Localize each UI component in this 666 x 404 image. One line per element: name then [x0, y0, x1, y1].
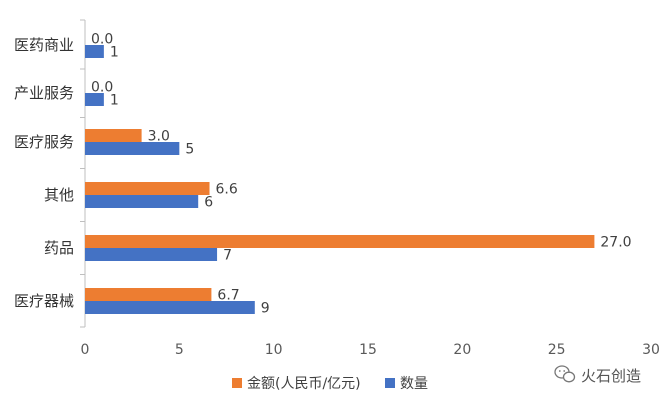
legend-label: 数量: [400, 376, 428, 392]
data-label: 6.6: [216, 182, 238, 198]
x-tick-label: 30: [642, 342, 660, 358]
x-tick-label: 0: [81, 342, 90, 358]
category-label: 药品: [44, 239, 74, 257]
x-tick-label: 15: [359, 342, 377, 358]
category-label: 产业服务: [14, 84, 74, 102]
legend: 金额(人民币/亿元) 数量: [232, 376, 428, 392]
bar-count: [85, 142, 180, 155]
watermark: 火石创造: [554, 365, 641, 385]
legend-swatch: [385, 378, 395, 388]
legend-label: 金额(人民币/亿元): [247, 376, 361, 392]
x-tick-label: 25: [548, 342, 566, 358]
data-label: 27.0: [600, 235, 631, 251]
data-label: 9: [261, 301, 270, 317]
category-label: 其他: [44, 186, 74, 204]
category-label: 医疗器械: [14, 292, 74, 310]
category-label: 医疗服务: [14, 133, 74, 151]
data-label: 1: [110, 45, 119, 61]
watermark-text: 火石创造: [581, 367, 641, 385]
data-label: 6.7: [217, 288, 239, 304]
data-label: 3.0: [148, 129, 170, 145]
x-tick-label: 10: [265, 342, 283, 358]
bar-amount: [85, 182, 210, 195]
x-tick-label: 5: [175, 342, 184, 358]
bar-count: [85, 195, 199, 208]
data-label: 0.0: [91, 32, 113, 48]
bar-amount: [85, 235, 595, 248]
x-tick-label: 20: [453, 342, 471, 358]
bar-count: [85, 93, 104, 106]
category-label: 医药商业: [14, 36, 74, 54]
data-label: 0.0: [91, 80, 113, 96]
wechat-icon: [554, 365, 576, 383]
data-label: 7: [223, 248, 232, 264]
data-label: 5: [185, 142, 194, 158]
bar-count: [85, 45, 104, 58]
bar-amount: [85, 288, 212, 301]
data-label: 1: [110, 93, 119, 109]
legend-swatch: [232, 378, 242, 388]
bar-count: [85, 248, 218, 261]
bar-count: [85, 301, 255, 314]
bar-amount: [85, 129, 142, 142]
data-label: 6: [204, 195, 213, 211]
